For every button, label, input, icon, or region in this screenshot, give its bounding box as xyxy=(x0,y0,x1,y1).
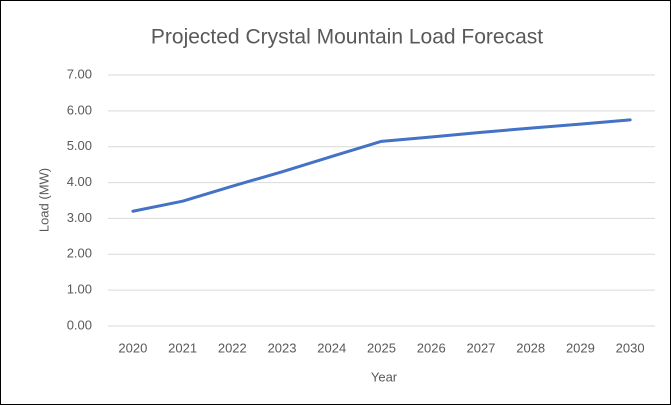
y-tick-label: 6.00 xyxy=(67,102,92,117)
x-tick-label: 2029 xyxy=(566,340,595,355)
y-tick-label: 5.00 xyxy=(67,138,92,153)
x-tick-label: 2026 xyxy=(417,340,446,355)
x-tick-label: 2022 xyxy=(218,340,247,355)
y-tick-label: 3.00 xyxy=(67,210,92,225)
x-tick-label: 2020 xyxy=(118,340,147,355)
y-tick-label: 7.00 xyxy=(67,66,92,81)
chart-title: Projected Crystal Mountain Load Forecast xyxy=(151,26,543,49)
x-tick-label: 2027 xyxy=(466,340,495,355)
x-axis-label: Year xyxy=(371,369,398,384)
x-tick-label: 2023 xyxy=(268,340,297,355)
x-tick-label: 2024 xyxy=(317,340,346,355)
x-tick-label: 2028 xyxy=(516,340,545,355)
y-tick-label: 1.00 xyxy=(67,282,92,297)
y-tick-label: 0.00 xyxy=(67,317,92,332)
line xyxy=(131,118,632,213)
y-tick-label: 4.00 xyxy=(67,174,92,189)
x-tick-label: 2025 xyxy=(367,340,396,355)
x-tick-label: 2021 xyxy=(168,340,197,355)
y-axis-label: Load (MW) xyxy=(36,168,51,232)
x-tick-label: 2030 xyxy=(616,340,645,355)
y-tick-label: 2.00 xyxy=(67,246,92,261)
